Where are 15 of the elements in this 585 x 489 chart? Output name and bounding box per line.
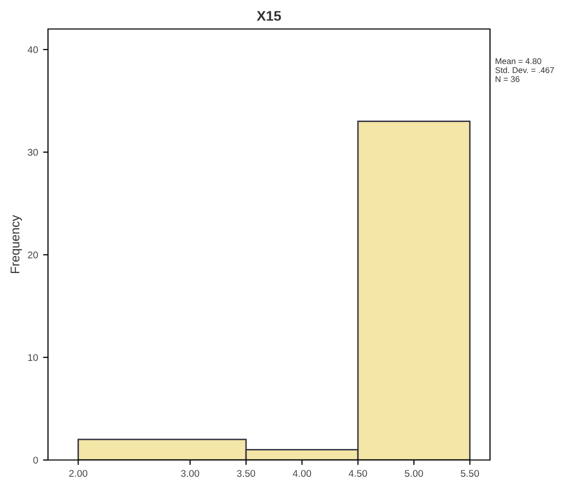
text: Mean = 4.80 Std. Dev. = .467 N = 36 [495,58,554,82]
x-tick-label: 3.00 [181,470,200,477]
x-tick-label: 5.50 [460,470,479,477]
y-tick-label: 40 [28,46,38,54]
x-tick-label: 2.00 [69,470,88,477]
x-tick-label: 4.50 [348,470,368,477]
y-tick-label: 10 [28,354,38,361]
y-tick-label: 0 [33,456,38,464]
x-tick-label: 3.50 [236,470,256,477]
x-tick-label: 4.00 [292,470,312,477]
x-tick-label: 5.00 [404,470,423,477]
chart-title: X15 [256,11,281,21]
y-tick-label: 30 [28,148,38,156]
y-axis-title: Frequency [10,214,22,273]
y-tick-label: 20 [28,251,38,258]
